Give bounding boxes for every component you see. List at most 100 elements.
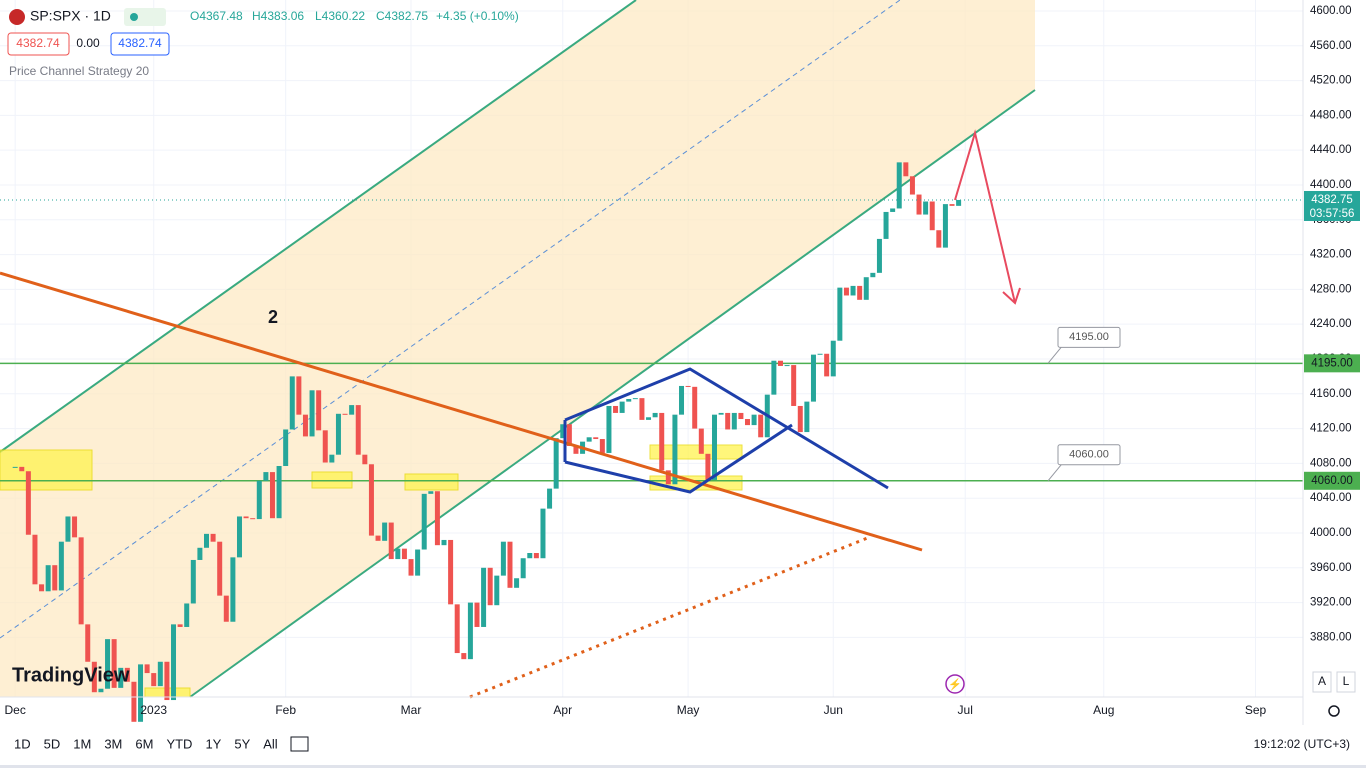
symbol-icon xyxy=(9,9,25,25)
range-button[interactable]: 5Y xyxy=(234,736,250,751)
bottom-toolbar xyxy=(0,725,1366,765)
candle xyxy=(190,559,196,604)
x-tick-label: Feb xyxy=(275,703,296,717)
x-tick-label: Sep xyxy=(1245,703,1267,717)
candle xyxy=(111,639,117,688)
symbol[interactable]: SP:SPX · 1D xyxy=(30,8,111,24)
channel-lower xyxy=(189,89,1036,698)
y-tick-label: 4560.00 xyxy=(1310,40,1352,52)
candle xyxy=(646,417,652,420)
candle xyxy=(514,578,520,588)
candle xyxy=(236,516,242,558)
candle xyxy=(758,414,764,438)
candle xyxy=(718,412,724,415)
candle xyxy=(355,405,361,455)
candle xyxy=(368,464,374,536)
last-price-label: 4382.75 xyxy=(1311,194,1353,206)
candle xyxy=(540,508,546,559)
candle xyxy=(632,398,638,400)
candle xyxy=(283,429,289,467)
candle xyxy=(566,424,572,446)
candle xyxy=(72,516,78,538)
callout-stem xyxy=(1047,346,1063,364)
candle xyxy=(250,518,256,520)
status-dot xyxy=(130,13,138,21)
candle xyxy=(560,424,566,439)
candle xyxy=(712,414,718,480)
candle xyxy=(322,430,328,463)
candle xyxy=(441,539,447,546)
y-tick-label: 3920.00 xyxy=(1310,597,1352,609)
y-tick-label: 4240.00 xyxy=(1310,318,1352,330)
candle xyxy=(91,661,97,693)
candle xyxy=(494,575,500,606)
range-button[interactable]: 1Y xyxy=(205,736,221,751)
candle xyxy=(58,541,64,591)
candle xyxy=(665,470,671,485)
sell-price: 4382.74 xyxy=(16,36,60,50)
candle xyxy=(679,385,685,415)
x-tick-label: Jun xyxy=(824,703,843,717)
annotation: 2 xyxy=(268,307,278,327)
ohlc-high: H4383.06 xyxy=(252,9,304,23)
zone xyxy=(0,449,93,491)
candle xyxy=(791,365,797,406)
candle xyxy=(448,539,454,605)
candle xyxy=(395,548,401,560)
callout-box xyxy=(1057,444,1121,466)
candle xyxy=(876,238,882,273)
candle xyxy=(342,413,348,415)
candle xyxy=(415,549,421,576)
candle xyxy=(520,558,526,579)
candle xyxy=(118,667,124,688)
candle xyxy=(349,405,355,415)
settings-icon[interactable] xyxy=(1328,705,1340,717)
buy-box[interactable] xyxy=(110,32,170,56)
candle xyxy=(593,437,599,440)
range-button[interactable]: YTD xyxy=(166,736,192,751)
last-price-tag xyxy=(1304,190,1360,221)
range-button[interactable]: 1M xyxy=(73,736,91,751)
range-button[interactable]: All xyxy=(263,736,278,751)
range-button[interactable]: 5D xyxy=(44,736,61,751)
candle xyxy=(52,565,58,591)
event-icon[interactable] xyxy=(945,674,965,694)
candle xyxy=(956,199,962,206)
candle xyxy=(731,412,737,430)
candle xyxy=(184,603,190,627)
candle xyxy=(19,466,25,472)
sell-box[interactable] xyxy=(7,32,70,56)
candle xyxy=(942,204,948,248)
candle xyxy=(527,553,533,559)
candle xyxy=(487,567,493,606)
candle xyxy=(613,405,619,413)
candle xyxy=(817,353,823,355)
candle xyxy=(171,624,177,701)
candle xyxy=(32,534,38,585)
candle xyxy=(850,285,856,296)
y-tick-label: 4280.00 xyxy=(1310,283,1352,295)
calendar-icon[interactable] xyxy=(290,736,309,752)
log-button[interactable] xyxy=(1336,671,1356,693)
trend-line xyxy=(0,271,923,552)
clock: 19:12:02 (UTC+3) xyxy=(1254,737,1350,751)
candle xyxy=(810,354,816,402)
candle xyxy=(500,541,506,576)
spread: 0.00 xyxy=(76,36,100,50)
arrow-head xyxy=(1002,287,1021,305)
forecast-arrow xyxy=(954,129,1021,305)
candle xyxy=(474,602,480,627)
y-tick-label: 4440.00 xyxy=(1310,144,1352,156)
candle xyxy=(725,412,731,430)
candle xyxy=(177,624,183,627)
candle xyxy=(916,194,922,215)
range-button[interactable]: 1D xyxy=(14,736,31,751)
y-tick-label: 4080.00 xyxy=(1310,457,1352,469)
candle xyxy=(263,472,269,481)
candle xyxy=(692,386,698,429)
range-button[interactable]: 3M xyxy=(104,736,122,751)
candle xyxy=(586,437,592,442)
auto-button[interactable] xyxy=(1312,671,1332,693)
range-button[interactable]: 6M xyxy=(135,736,153,751)
